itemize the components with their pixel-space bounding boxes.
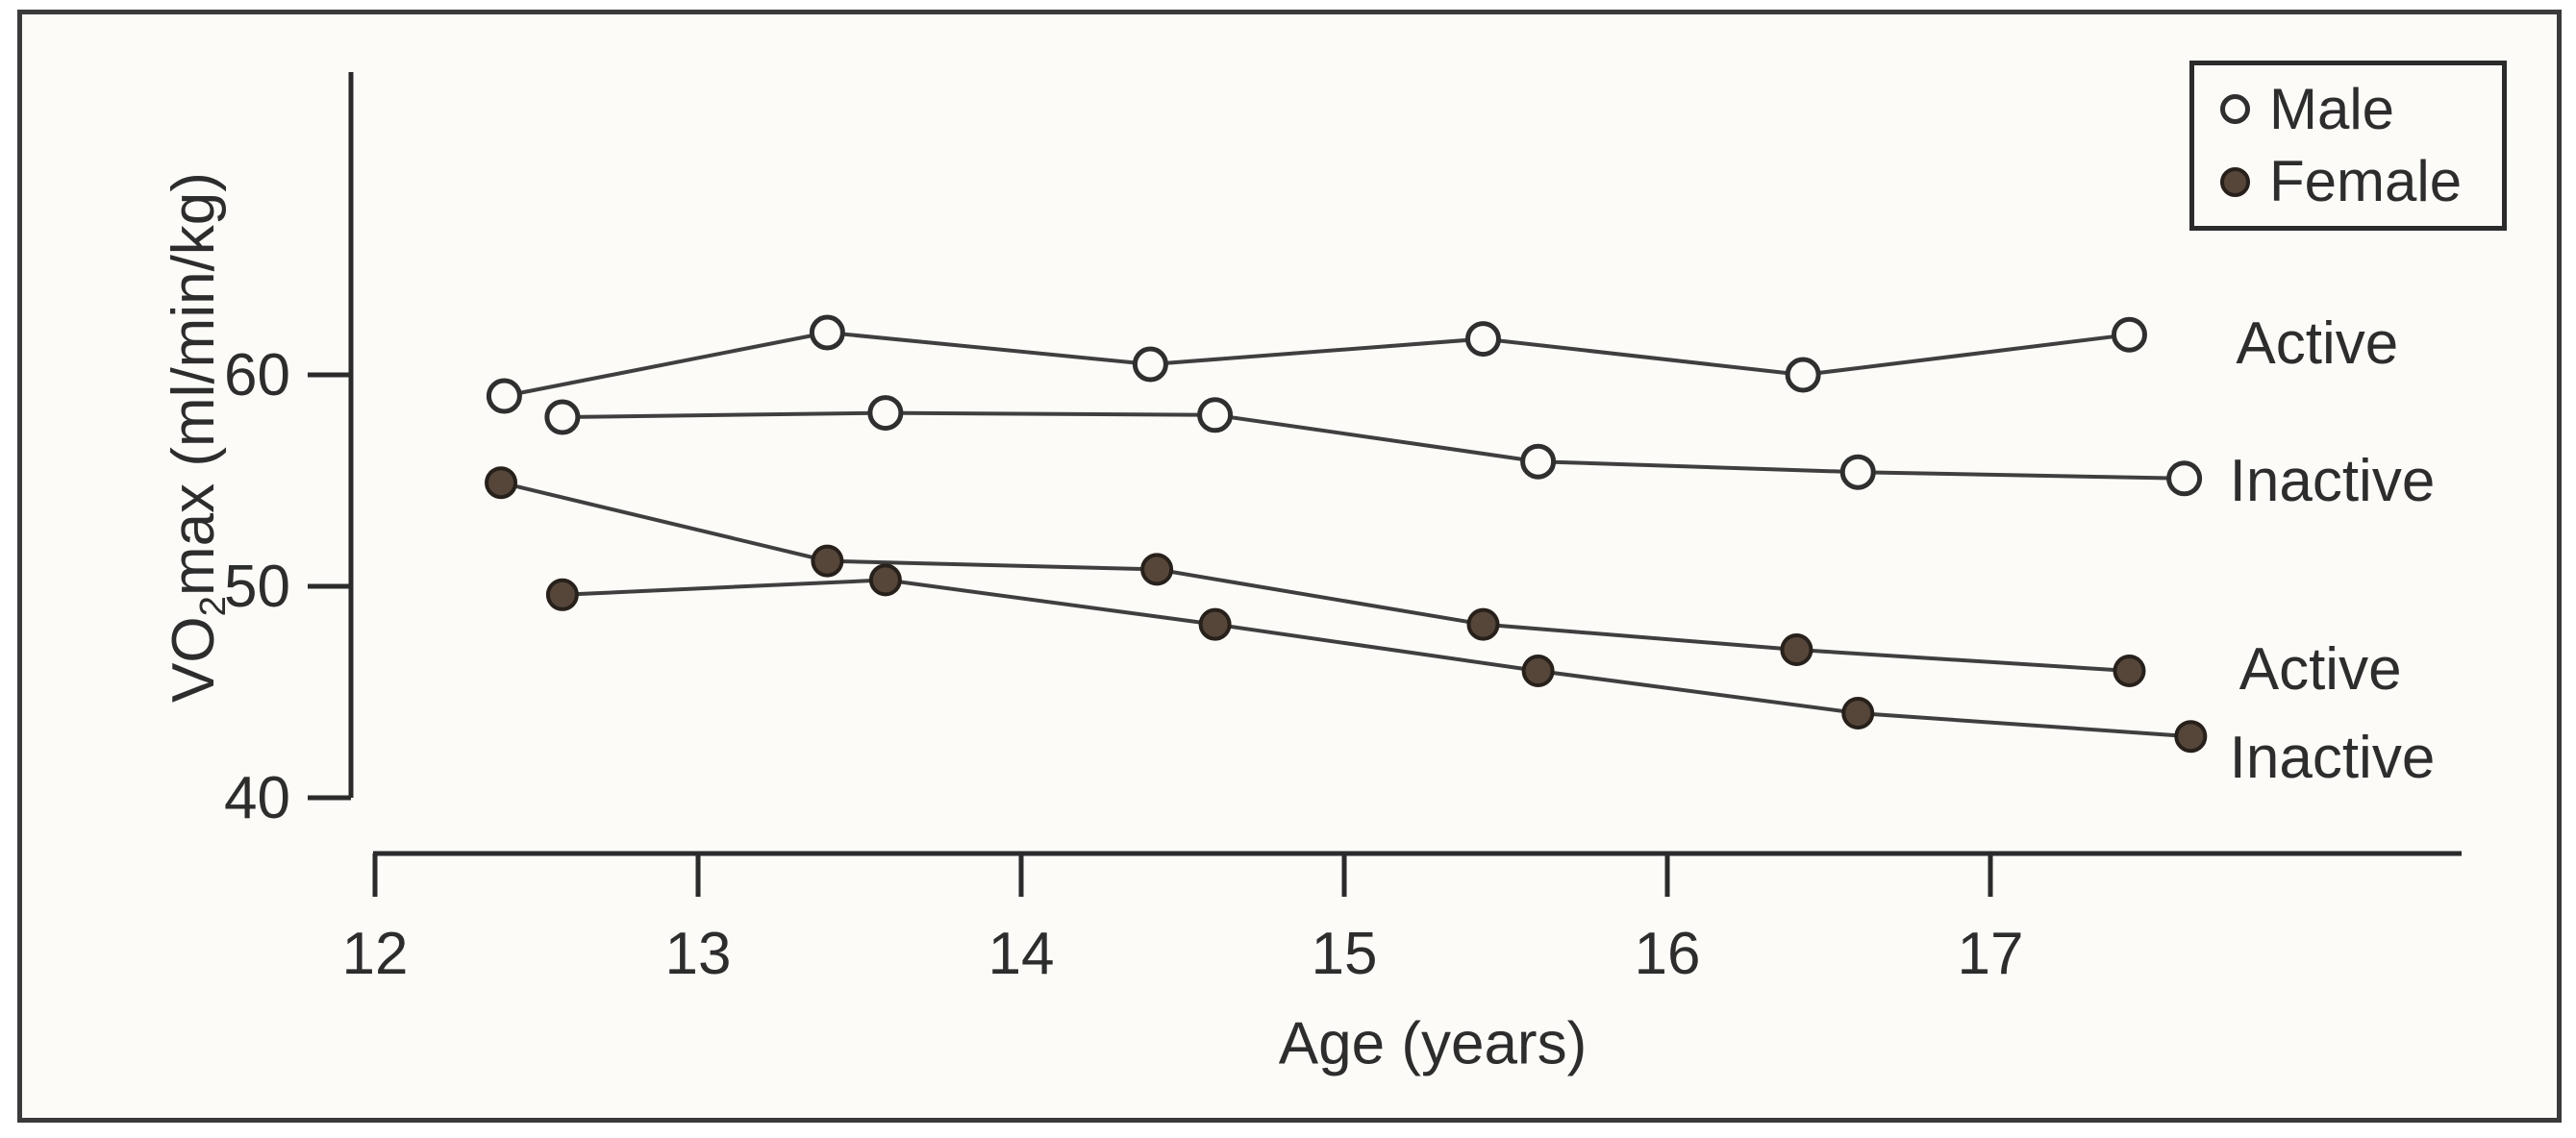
x-tick-label: 14 xyxy=(988,921,1055,987)
y-tick-label: 40 xyxy=(224,765,290,831)
data-point-male-active xyxy=(486,378,522,414)
open-circle-icon xyxy=(2220,94,2250,125)
data-point-female-active xyxy=(1466,607,1500,641)
data-point-female-active xyxy=(1140,553,1174,586)
data-point-male-active xyxy=(1132,346,1168,383)
data-point-male-active xyxy=(809,314,845,351)
x-tick-label: 17 xyxy=(1958,921,2024,987)
series-line-male-inactive xyxy=(562,410,2185,481)
legend-item-female: Female xyxy=(2220,153,2502,210)
y-tick-label: 60 xyxy=(224,342,290,408)
data-point-female-inactive xyxy=(1841,697,1875,730)
data-point-male-inactive xyxy=(867,395,904,432)
series-line-male-active xyxy=(504,330,2130,398)
line-end-label-male-active: Active xyxy=(2236,310,2398,377)
data-point-female-active xyxy=(485,466,518,500)
data-point-female-inactive xyxy=(1198,607,1232,641)
legend: Male Female xyxy=(2189,61,2507,231)
legend-label-male: Male xyxy=(2269,76,2395,141)
data-point-male-inactive xyxy=(1197,397,1234,433)
y-tick-label: 50 xyxy=(224,554,290,620)
data-point-male-inactive xyxy=(1520,443,1557,480)
data-point-male-active xyxy=(2111,316,2147,353)
series-line-female-active xyxy=(500,481,2130,673)
y-axis-title-sub: 2 xyxy=(192,595,235,617)
data-point-female-inactive xyxy=(545,578,579,611)
filled-circle-icon xyxy=(2220,166,2250,197)
series-line-female-inactive xyxy=(562,578,2191,739)
data-point-male-inactive xyxy=(544,399,581,435)
data-point-female-active xyxy=(2113,655,2146,687)
line-end-label-female-inactive: Inactive xyxy=(2230,725,2436,791)
y-axis-title: VO2max (ml/min/kg) xyxy=(160,172,235,703)
x-tick-label: 15 xyxy=(1312,921,1378,987)
data-point-male-inactive xyxy=(2166,460,2203,497)
legend-item-male: Male xyxy=(2220,76,2502,141)
y-axis-title-post: max (ml/min/kg) xyxy=(160,172,227,596)
data-point-male-active xyxy=(1785,357,1821,393)
x-tick-label: 13 xyxy=(665,921,732,987)
legend-label-female: Female xyxy=(2269,149,2463,214)
line-end-label-male-inactive: Inactive xyxy=(2230,448,2436,514)
line-end-label-female-active: Active xyxy=(2239,636,2402,703)
data-point-male-inactive xyxy=(1839,454,1876,490)
data-point-female-active xyxy=(811,544,844,578)
data-point-male-active xyxy=(1464,321,1501,358)
data-point-female-inactive xyxy=(1521,655,1555,687)
x-tick-label: 16 xyxy=(1635,921,1701,987)
y-axis-title-pre: VO xyxy=(160,616,227,703)
figure-frame xyxy=(17,10,2562,1123)
data-point-female-active xyxy=(1780,633,1813,666)
data-point-female-inactive xyxy=(2174,720,2208,754)
x-axis-title: Age (years) xyxy=(1278,1010,1588,1077)
data-point-female-inactive xyxy=(868,563,902,597)
x-tick-label: 12 xyxy=(342,921,409,987)
